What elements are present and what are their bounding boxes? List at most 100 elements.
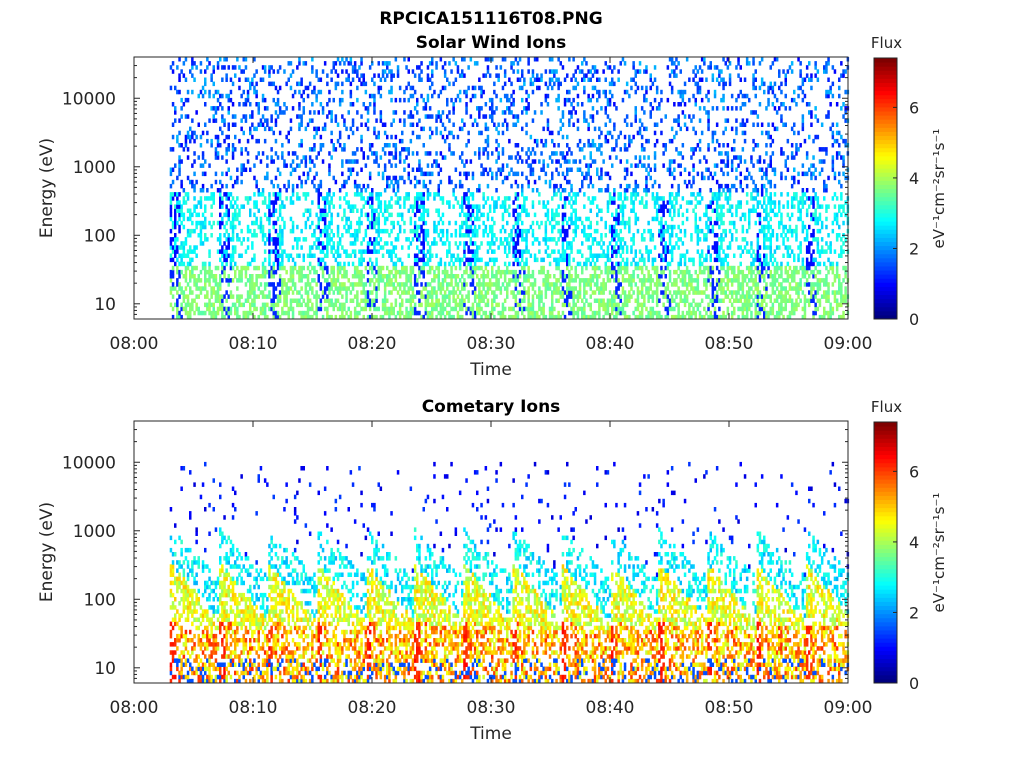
heatmap-cell [647, 171, 650, 177]
heatmap-cell [276, 302, 280, 308]
heatmap-cell [514, 155, 518, 160]
heatmap-cell [435, 130, 438, 136]
heatmap-cell [463, 245, 466, 250]
heatmap-cell [328, 204, 331, 209]
heatmap-cell [604, 106, 607, 111]
heatmap-cell [619, 253, 622, 258]
heatmap-cell [561, 65, 565, 70]
heatmap-cell [263, 106, 267, 111]
heatmap-cell [632, 310, 635, 316]
heatmap-cell [559, 233, 562, 238]
heatmap-cell [182, 290, 186, 295]
heatmap-cell [512, 61, 515, 66]
heatmap-cell [330, 118, 333, 123]
heatmap-cell [557, 290, 560, 295]
heatmap-cell [416, 122, 419, 127]
heatmap-cell [572, 57, 575, 62]
heatmap-cell [274, 122, 278, 127]
heatmap-cell [525, 212, 528, 218]
heatmap-cell [628, 143, 631, 148]
heatmap-cell [428, 77, 432, 82]
heatmap-cell [401, 261, 404, 267]
heatmap-cell [420, 69, 423, 74]
heatmap-cell [604, 282, 607, 287]
heatmap-cell [268, 306, 271, 312]
heatmap-cell [454, 77, 458, 82]
heatmap-cell [553, 282, 556, 287]
heatmap-cell [516, 212, 520, 218]
heatmap-cell [593, 269, 597, 275]
heatmap-cell [263, 241, 267, 246]
heatmap-cell [330, 245, 333, 250]
heatmap-cell [416, 261, 419, 267]
heatmap-cell [356, 110, 359, 115]
heatmap-cell [375, 159, 378, 164]
heatmap-cell [516, 241, 520, 246]
heatmap-cell [184, 114, 188, 119]
heatmap-cell [401, 302, 404, 308]
heatmap-cell [377, 269, 380, 275]
heatmap-cell [204, 274, 207, 279]
heatmap-cell [193, 171, 196, 177]
heatmap-cell [623, 302, 627, 308]
heatmap-cell [261, 310, 265, 316]
heatmap-cell [396, 73, 400, 78]
heatmap-cell [664, 314, 667, 320]
heatmap-cell [289, 228, 293, 234]
heatmap-cell [231, 245, 235, 250]
heatmap-cell [439, 89, 443, 95]
heatmap-cell [598, 147, 601, 152]
heatmap-cell [598, 143, 601, 148]
heatmap-cell [428, 114, 432, 119]
heatmap-cell [446, 253, 449, 258]
heatmap-cell [523, 314, 526, 320]
heatmap-cell [191, 212, 194, 218]
heatmap-cell [619, 261, 622, 267]
heatmap-cell [428, 314, 432, 320]
heatmap-cell [623, 269, 627, 275]
heatmap-cell [441, 278, 445, 283]
heatmap-cell [568, 241, 571, 246]
heatmap-cell [542, 278, 545, 283]
heatmap-cell [373, 81, 376, 87]
heatmap-cell [480, 212, 483, 218]
heatmap-cell [319, 183, 323, 189]
heatmap-cell [491, 110, 494, 115]
heatmap-cell [553, 274, 556, 279]
heatmap-cell [368, 224, 372, 230]
heatmap-cell [373, 102, 376, 107]
heatmap-cell [538, 269, 541, 275]
heatmap-cell [272, 237, 275, 242]
heatmap-cell [278, 253, 282, 258]
heatmap-cell [461, 73, 464, 78]
heatmap-cell [551, 224, 554, 230]
heatmap-cell [454, 257, 458, 263]
heatmap-cell [576, 298, 580, 303]
heatmap-cell [296, 290, 299, 295]
heatmap-cell [366, 155, 370, 160]
heatmap-cell [315, 69, 318, 74]
heatmap-cell [413, 175, 417, 181]
heatmap-cell [647, 298, 650, 303]
heatmap-cell [298, 278, 301, 283]
heatmap-cell [311, 245, 314, 250]
heatmap-cell [548, 310, 552, 316]
heatmap-cell [527, 106, 530, 111]
heatmap-cell [636, 216, 640, 222]
heatmap-cell [298, 57, 301, 62]
heatmap-cell [544, 241, 548, 246]
heatmap-cell [403, 179, 406, 185]
heatmap-cell [225, 57, 228, 62]
heatmap-cell [480, 106, 483, 111]
heatmap-cell [611, 298, 614, 303]
heatmap-cell [351, 286, 355, 291]
heatmap-cell [255, 306, 258, 312]
heatmap-cell [171, 102, 175, 107]
heatmap-cell [454, 220, 458, 226]
heatmap-cell [246, 224, 250, 230]
heatmap-cell [658, 282, 661, 287]
heatmap-cell [585, 278, 588, 283]
heatmap-cell [555, 208, 558, 213]
heatmap-cell [638, 61, 642, 66]
heatmap-cell [388, 200, 391, 205]
